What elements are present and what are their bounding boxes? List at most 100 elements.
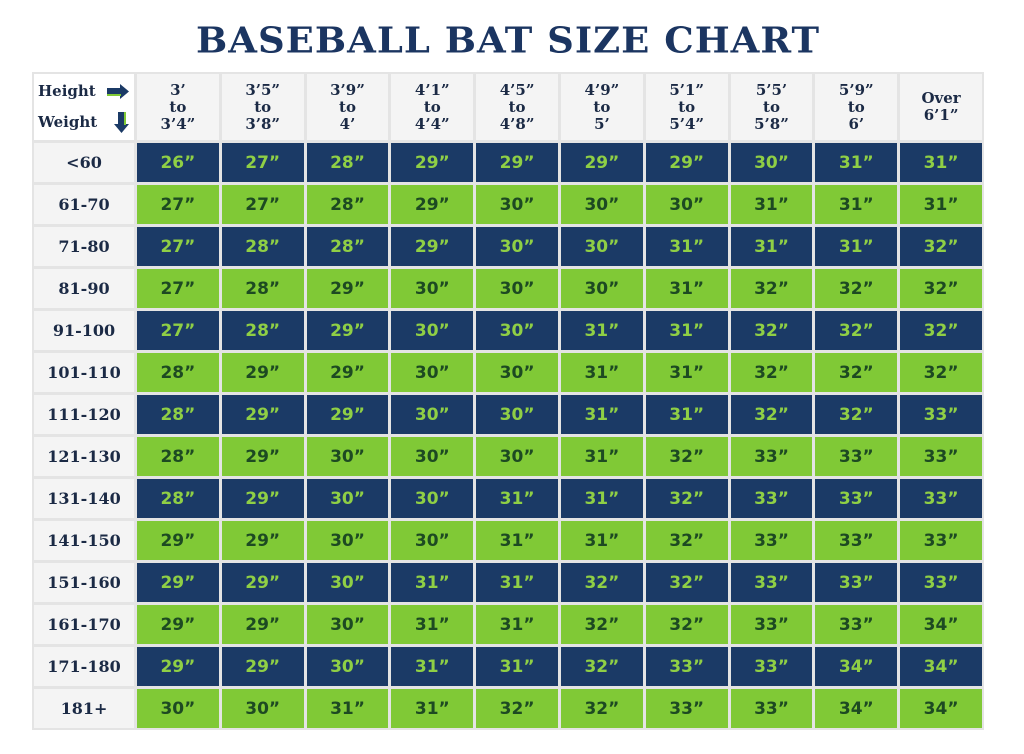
bat-size-cell: 29”	[391, 185, 474, 224]
bat-size-cell: 30”	[391, 269, 474, 308]
bat-size-cell: 28”	[306, 185, 389, 224]
bat-size-cell: 29”	[221, 647, 304, 686]
row-header: 111-120	[34, 395, 134, 434]
column-header-line: 3’4”	[160, 114, 196, 133]
bat-size-cell: 28”	[137, 395, 219, 434]
column-header-line: 4’4”	[414, 114, 450, 133]
bat-size-cell: 34”	[815, 689, 898, 728]
row-header: <60	[34, 143, 134, 182]
bat-size-cell: 30”	[476, 227, 558, 266]
bat-size-cell: 30”	[137, 689, 219, 728]
bat-size-cell: 30”	[391, 479, 474, 518]
bat-size-cell: 31”	[815, 227, 898, 266]
row-header: 71-80	[34, 227, 134, 266]
column-header-line: 6’	[848, 114, 865, 133]
bat-size-cell: 33”	[815, 437, 898, 476]
column-header: 3’ to 3’4”	[137, 74, 219, 140]
bat-size-cell: 31”	[306, 689, 389, 728]
bat-size-cell: 30”	[476, 395, 558, 434]
arrow-right-icon	[107, 83, 129, 99]
bat-size-cell: 31”	[561, 353, 643, 392]
column-header-line: Over	[921, 89, 961, 107]
bat-size-cell: 32”	[730, 353, 813, 392]
bat-size-cell: 32”	[815, 269, 898, 308]
bat-size-cell: 29”	[221, 395, 304, 434]
bat-size-cell: 31”	[815, 185, 898, 224]
row-header: 121-130	[34, 437, 134, 476]
bat-size-cell: 31”	[561, 521, 643, 560]
bat-size-cell: 34”	[815, 647, 898, 686]
bat-size-cell: 29”	[306, 269, 389, 308]
column-header: 5’9” to 6’	[815, 74, 898, 140]
bat-size-cell: 27”	[137, 269, 219, 308]
bat-size-cell: 30”	[391, 311, 474, 350]
bat-size-cell: 34”	[900, 605, 982, 644]
column-header: 5’5’ to 5’8”	[730, 74, 813, 140]
bat-size-cell: 32”	[900, 227, 982, 266]
bat-size-cell: 29”	[306, 353, 389, 392]
column-header-line: 5’	[594, 114, 610, 133]
bat-size-cell: 30”	[391, 521, 474, 560]
column-header-line: 6’1”	[923, 106, 959, 124]
bat-size-cell: 33”	[900, 395, 982, 434]
weight-label: Weight	[38, 112, 98, 131]
column-header-line: 4’9”	[584, 80, 620, 99]
bat-size-cell: 29”	[221, 521, 304, 560]
bat-size-cell: 31”	[561, 395, 643, 434]
bat-size-cell: 31”	[476, 563, 558, 602]
bat-size-cell: 31”	[730, 185, 813, 224]
column-header-line: 4’8”	[499, 114, 535, 133]
bat-size-cell: 32”	[561, 605, 643, 644]
column-header-line: 4’	[339, 114, 356, 133]
corner-cell: Height Weight	[34, 74, 134, 140]
bat-size-cell: 34”	[900, 647, 982, 686]
bat-size-cell: 28”	[221, 227, 304, 266]
bat-size-cell: 30”	[561, 269, 643, 308]
bat-size-cell: 27”	[137, 185, 219, 224]
bat-size-cell: 29”	[306, 311, 389, 350]
bat-size-cell: 31”	[815, 143, 898, 182]
bat-size-cell: 33”	[900, 521, 982, 560]
arrow-down-icon	[114, 111, 129, 133]
bat-size-cell: 30”	[306, 437, 389, 476]
bat-size-cell: 31”	[645, 311, 728, 350]
bat-size-cell: 32”	[900, 311, 982, 350]
bat-size-cell: 33”	[730, 479, 813, 518]
bat-size-cell: 32”	[561, 647, 643, 686]
bat-size-cell: 31”	[645, 395, 728, 434]
bat-size-cell: 31”	[391, 563, 474, 602]
bat-size-cell: 29”	[645, 143, 728, 182]
bat-size-cell: 33”	[730, 521, 813, 560]
bat-size-cell: 27”	[137, 227, 219, 266]
bat-size-cell: 30”	[391, 353, 474, 392]
row-header: 161-170	[34, 605, 134, 644]
bat-size-cell: 33”	[730, 605, 813, 644]
bat-size-cell: 30”	[391, 437, 474, 476]
bat-size-cell: 32”	[815, 311, 898, 350]
bat-size-cell: 31”	[645, 269, 728, 308]
row-header: 151-160	[34, 563, 134, 602]
column-header: 5’1” to 5’4”	[645, 74, 728, 140]
row-header: 81-90	[34, 269, 134, 308]
column-header-line: 5’9”	[838, 80, 874, 99]
bat-size-cell: 31”	[645, 353, 728, 392]
bat-size-cell: 32”	[900, 269, 982, 308]
column-header: 4’1” to 4’4”	[391, 74, 474, 140]
bat-size-cell: 33”	[815, 521, 898, 560]
bat-size-cell: 33”	[645, 647, 728, 686]
column-header-line: to	[763, 97, 780, 116]
bat-size-cell: 30”	[306, 563, 389, 602]
row-header: 141-150	[34, 521, 134, 560]
height-label: Height	[38, 81, 96, 100]
row-header: 181+	[34, 689, 134, 728]
bat-size-cell: 30”	[730, 143, 813, 182]
bat-size-cell: 33”	[645, 689, 728, 728]
bat-size-cell: 29”	[137, 521, 219, 560]
bat-size-cell: 30”	[476, 437, 558, 476]
bat-size-cell: 33”	[730, 689, 813, 728]
row-header: 171-180	[34, 647, 134, 686]
column-header-line: 5’1”	[669, 80, 705, 99]
column-header-line: 4’1”	[414, 80, 450, 99]
column-header: 3’9” to 4’	[306, 74, 389, 140]
column-header: 4’5” to 4’8”	[476, 74, 558, 140]
